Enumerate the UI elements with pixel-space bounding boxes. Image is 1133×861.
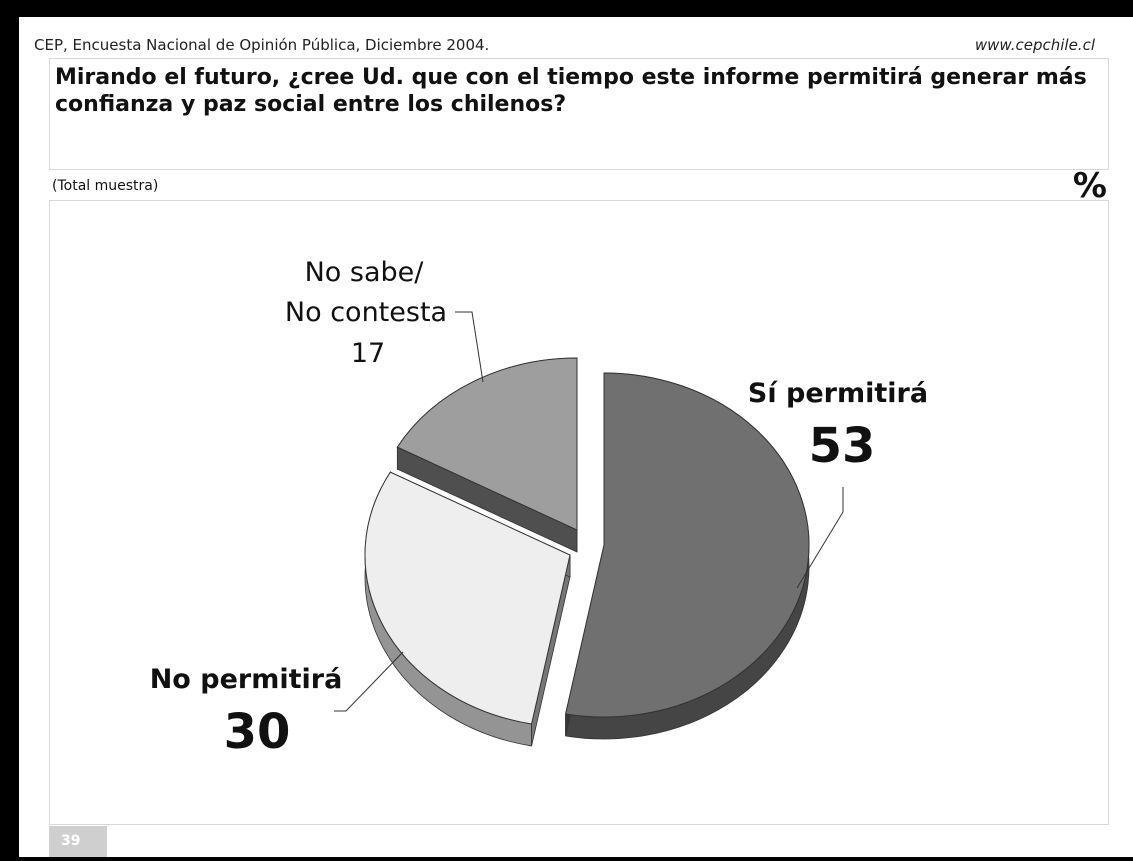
sample-note: (Total muestra) [52,178,159,194]
label-no-permitira: No permitirá [150,664,343,695]
slice-si-permitira [564,372,810,718]
frame-left-border [0,0,19,861]
value-si-permitira: 53 [809,418,876,474]
leader-line-nosabe [455,311,484,383]
leader-line-si [796,487,844,589]
label-no-sabe-line1: No sabe/ [305,257,425,288]
slice-no-sabe [396,357,578,531]
frame-top-border [0,0,1133,17]
percent-sign: % [1072,166,1107,206]
pie-slices [364,357,810,725]
source-caption: CEP, Encuesta Nacional de Opinión Públic… [34,36,490,54]
slice-labels: Sí permitirá 53 No permitirá 30 No sabe/… [150,257,928,760]
frame-bottom-border [0,857,1133,861]
slice-no-permitira [364,471,571,725]
source-url: www.cepchile.cl [974,36,1095,54]
question-text: Mirando el futuro, ¿cree Ud. que con el … [55,65,1087,117]
label-si-permitira: Sí permitirá [748,378,928,409]
question-box [49,58,1109,170]
label-no-sabe-line2: No contesta [285,297,447,328]
value-no-sabe: 17 [351,338,385,369]
value-no-permitira: 30 [224,704,291,760]
page-number: 39 [49,826,107,857]
chart-box [49,200,1109,825]
leader-line-no [334,651,404,712]
